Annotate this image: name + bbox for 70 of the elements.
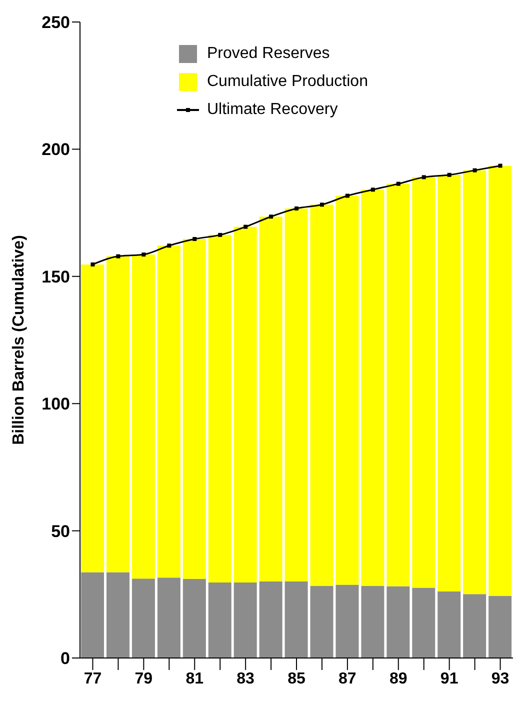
bar	[310, 586, 334, 658]
x-tick-label: 85	[288, 670, 306, 688]
bar	[361, 586, 384, 658]
point	[472, 168, 477, 172]
point	[294, 206, 298, 210]
point	[90, 262, 95, 266]
point	[320, 202, 324, 207]
x-tick-label: 83	[236, 670, 255, 688]
bar	[310, 204, 334, 586]
bar	[182, 578, 206, 658]
bar	[284, 208, 308, 582]
bar	[81, 572, 104, 658]
bar	[412, 588, 436, 658]
y-tick-label: 150	[42, 267, 70, 286]
point	[370, 188, 375, 192]
point	[269, 214, 274, 219]
x-tick-label: 91	[440, 670, 458, 688]
bar	[81, 264, 104, 572]
x-tick-label: 79	[134, 670, 153, 688]
bar	[182, 239, 206, 579]
bar	[234, 226, 257, 582]
point	[447, 172, 452, 177]
point	[422, 175, 426, 180]
point	[218, 232, 222, 237]
bar	[336, 196, 359, 585]
bar	[438, 174, 461, 592]
bar	[386, 586, 410, 658]
x-tick-label: 87	[338, 670, 356, 688]
bar	[488, 596, 512, 658]
point	[396, 182, 400, 186]
bar	[488, 166, 512, 596]
y-tick-label: 200	[42, 140, 70, 160]
x-tick-label: 77	[84, 670, 102, 688]
point	[244, 224, 248, 229]
y-tick-label: 0	[60, 649, 70, 668]
point	[345, 194, 350, 198]
bar	[208, 582, 232, 658]
legend-label: Ultimate Recovery	[207, 101, 338, 119]
y-tick-label: 100	[42, 394, 70, 414]
x-tick-label: 93	[491, 670, 510, 688]
bar	[361, 190, 384, 586]
legend-label: Proved Reserves	[207, 45, 330, 63]
bar	[208, 234, 232, 582]
bar	[259, 581, 282, 658]
x-tick-label: 81	[186, 670, 204, 688]
bar	[106, 572, 130, 658]
y-tick-label: 50	[51, 522, 70, 541]
bar	[157, 578, 180, 658]
bar	[336, 584, 359, 658]
bar	[438, 591, 461, 658]
y-axis-title: Billion Barrels (Cumulative)	[10, 235, 28, 445]
bar	[386, 184, 410, 586]
bar	[259, 216, 282, 582]
bar	[463, 594, 486, 658]
bar	[132, 578, 155, 658]
bar	[157, 246, 180, 578]
point	[498, 164, 502, 168]
bar	[234, 582, 257, 658]
bar	[284, 581, 308, 658]
point	[142, 252, 146, 257]
x-tick-label: 89	[389, 670, 408, 688]
bar	[463, 170, 486, 594]
point	[192, 237, 197, 242]
bar	[106, 256, 130, 572]
y-tick-label: 250	[42, 13, 70, 32]
legend-label: Cumulative Production	[207, 73, 368, 91]
bar	[412, 177, 436, 588]
point	[116, 254, 120, 258]
point	[167, 244, 172, 248]
bar	[132, 254, 155, 579]
